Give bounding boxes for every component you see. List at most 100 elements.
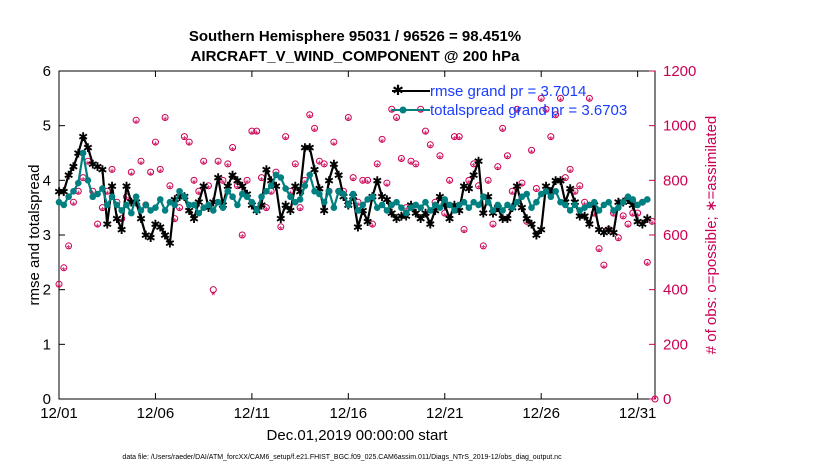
obs-possible-point bbox=[373, 160, 381, 168]
totalspread-point bbox=[320, 198, 328, 206]
y-tick-label: 4 bbox=[43, 172, 51, 189]
rmse-point: ✱ bbox=[271, 179, 281, 193]
totalspread-point bbox=[595, 207, 603, 214]
obs-possible-point bbox=[542, 105, 550, 113]
rmse-point: ✱ bbox=[324, 174, 334, 188]
plot-frame bbox=[58, 70, 656, 400]
y2-tick-label: 400 bbox=[663, 282, 688, 299]
totalspread-point bbox=[65, 193, 72, 201]
totalspread-point bbox=[523, 190, 531, 198]
obs-possible-point bbox=[166, 182, 174, 190]
totalspread-point bbox=[470, 198, 477, 206]
totalspread-point bbox=[103, 201, 111, 209]
totalspread-point bbox=[137, 207, 145, 214]
obs-assimilated-point: * bbox=[529, 148, 534, 160]
totalspread-point bbox=[335, 187, 342, 195]
obs-assimilated-point: * bbox=[602, 263, 607, 275]
totalspread-point bbox=[542, 187, 550, 195]
obs-possible-point bbox=[156, 165, 164, 173]
obs-assimilated-point: * bbox=[279, 225, 284, 237]
obs-possible-point bbox=[489, 220, 497, 228]
rmse-point: ✱ bbox=[155, 220, 165, 234]
obs-possible-point bbox=[605, 226, 613, 234]
totalspread-point bbox=[238, 190, 246, 198]
y2-tick-label: 1200 bbox=[663, 63, 696, 80]
totalspread-point bbox=[147, 207, 154, 214]
obs-assimilated-point: * bbox=[636, 211, 641, 223]
y-tick-label: 6 bbox=[43, 63, 51, 80]
totalspread-point bbox=[610, 207, 617, 214]
obs-possible-point bbox=[561, 174, 569, 182]
obs-possible-point bbox=[127, 168, 135, 176]
obs-possible-point bbox=[359, 176, 367, 184]
obs-assimilated-point: * bbox=[298, 205, 303, 217]
rmse-point: ✱ bbox=[387, 207, 397, 221]
rmse-point: ✱ bbox=[107, 179, 117, 193]
totalspread-point bbox=[484, 198, 492, 206]
obs-assimilated-point: * bbox=[216, 159, 221, 171]
totalspread-point bbox=[489, 207, 497, 214]
rmse-point: ✱ bbox=[454, 204, 464, 218]
obs-possible-point bbox=[229, 144, 237, 152]
totalspread-point bbox=[494, 201, 502, 209]
obs-possible-point bbox=[233, 182, 241, 190]
obs-assimilated-point: * bbox=[129, 170, 134, 182]
totalspread-point bbox=[398, 204, 405, 211]
rmse-point: ✱ bbox=[358, 204, 368, 218]
totalspread-point bbox=[349, 190, 357, 198]
totalspread-point bbox=[393, 198, 400, 206]
obs-assimilated-point: * bbox=[443, 211, 448, 223]
totalspread-point bbox=[475, 201, 482, 209]
obs-possible-point bbox=[499, 124, 507, 132]
obs-assimilated-point: * bbox=[211, 290, 216, 302]
rmse-point: ✱ bbox=[469, 168, 479, 182]
obs-possible-point bbox=[383, 179, 391, 187]
obs-assimilated-point: * bbox=[226, 162, 231, 174]
totalspread-point bbox=[480, 193, 487, 201]
x-tick-label: 12/01 bbox=[40, 405, 78, 422]
obs-possible-point bbox=[185, 138, 193, 146]
totalspread-point bbox=[426, 207, 434, 214]
rmse-point: ✱ bbox=[223, 179, 233, 193]
totalspread-point bbox=[79, 149, 87, 157]
totalspread-point bbox=[113, 201, 121, 209]
obs-possible-point bbox=[55, 280, 63, 288]
totalspread-point bbox=[504, 201, 511, 209]
x-tick-label: 12/31 bbox=[619, 405, 657, 422]
obs-assimilated-point: * bbox=[438, 153, 443, 165]
rmse-point: ✱ bbox=[411, 207, 421, 221]
totalspread-point bbox=[446, 201, 453, 209]
obs-assimilated-point: * bbox=[578, 184, 583, 196]
rmse-point: ✱ bbox=[604, 223, 614, 237]
rmse-point: ✱ bbox=[541, 179, 551, 193]
obs-possible-point bbox=[484, 176, 492, 184]
obs-assimilated-point: * bbox=[230, 145, 235, 157]
obs-possible-point bbox=[238, 231, 246, 239]
obs-assimilated-point: * bbox=[197, 189, 202, 201]
obs-assimilated-point: * bbox=[259, 175, 264, 187]
rmse-point: ✱ bbox=[305, 141, 315, 155]
obs-possible-point bbox=[248, 127, 256, 135]
rmse-point: ✱ bbox=[319, 204, 329, 218]
x-tick-label: 12/06 bbox=[137, 405, 175, 422]
totalspread-point bbox=[243, 193, 251, 201]
rmse-point: ✱ bbox=[59, 185, 69, 199]
rmse-point: ✱ bbox=[584, 218, 594, 232]
rmse-point: ✱ bbox=[232, 174, 242, 188]
totalspread-point bbox=[89, 193, 97, 201]
rmse-point: ✱ bbox=[329, 157, 339, 171]
obs-possible-point bbox=[180, 133, 188, 141]
obs-assimilated-point: * bbox=[462, 227, 467, 239]
totalspread-point bbox=[455, 201, 463, 209]
obs-possible-point bbox=[436, 152, 444, 160]
obs-assimilated-point: * bbox=[621, 214, 626, 226]
totalspread-point bbox=[590, 198, 598, 206]
totalspread-point bbox=[248, 198, 256, 206]
obs-possible-point bbox=[296, 204, 304, 212]
obs-assimilated-point: * bbox=[337, 189, 342, 201]
rmse-point: ✱ bbox=[199, 179, 209, 193]
obs-assimilated-point: * bbox=[312, 126, 317, 138]
rmse-point: ✱ bbox=[420, 207, 430, 221]
totalspread-point bbox=[639, 198, 646, 206]
rmse-point: ✱ bbox=[416, 212, 426, 226]
